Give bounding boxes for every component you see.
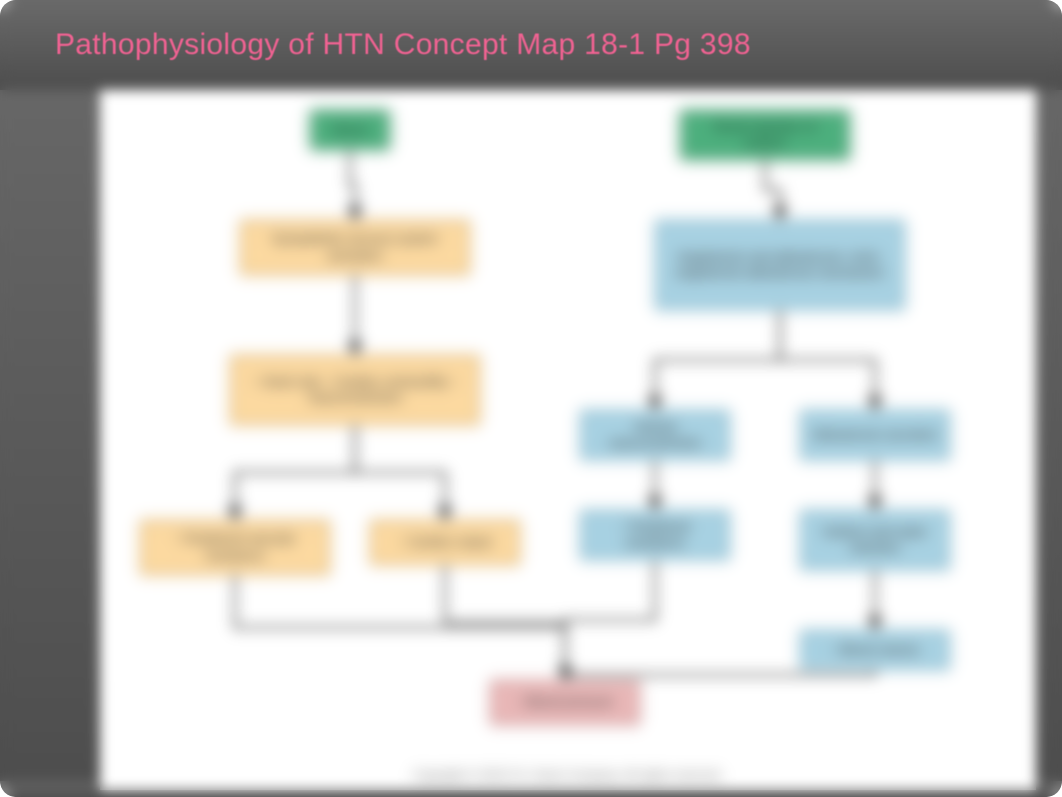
edges-layer	[100, 90, 1036, 790]
edge-co-bp	[445, 565, 565, 680]
slide-title: Pathophysiology of HTN Concept Map 18-1 …	[55, 28, 751, 62]
edge-pvr-bp	[235, 575, 565, 680]
slide-outer: Copyright © 2015 F.A. Davis Company. All…	[0, 0, 1062, 797]
diagram-canvas: Copyright © 2015 F.A. Davis Company. All…	[100, 90, 1036, 790]
edge-bv-bp	[565, 670, 875, 680]
edge-stress-sns	[350, 150, 355, 220]
edge-hrco-pvr	[235, 425, 355, 520]
edge-pres-bp	[565, 560, 655, 680]
edge-raas-aldo	[780, 310, 875, 410]
frame-right	[1036, 0, 1062, 797]
frame-left	[0, 0, 100, 797]
edge-renal-raas	[765, 160, 780, 220]
edge-raas-vaso1	[655, 310, 780, 410]
edge-hrco-co	[355, 425, 445, 520]
